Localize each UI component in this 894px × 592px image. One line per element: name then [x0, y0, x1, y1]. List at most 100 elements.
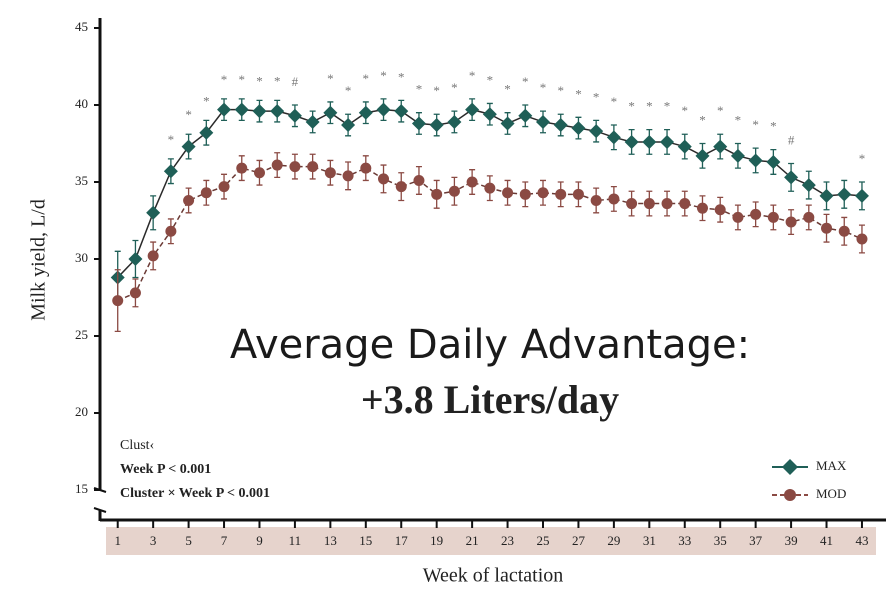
point	[519, 188, 531, 200]
point	[854, 188, 869, 203]
point	[466, 176, 478, 188]
x-tick-label: 33	[678, 533, 691, 548]
point	[217, 102, 232, 117]
point	[819, 188, 834, 203]
significance-mark: *	[416, 82, 423, 97]
point	[536, 114, 551, 129]
point	[624, 134, 639, 149]
point	[358, 105, 373, 120]
point	[677, 139, 692, 154]
point	[642, 134, 657, 149]
significance-mark: *	[522, 74, 529, 89]
y-tick-label: 25	[75, 327, 88, 342]
y-tick-label: 40	[75, 96, 88, 111]
y-tick-label: 15	[75, 481, 88, 496]
legend-label: MAX	[816, 458, 847, 473]
point	[590, 194, 602, 206]
x-tick-label: 39	[785, 533, 798, 548]
point	[626, 198, 638, 210]
point	[750, 208, 762, 220]
significance-mark: *	[540, 80, 547, 95]
note: Week P < 0.001	[120, 462, 211, 477]
point	[165, 225, 177, 237]
point	[413, 174, 425, 186]
significance-mark: *	[433, 83, 440, 98]
point	[713, 139, 728, 154]
significance-mark: *	[185, 107, 192, 122]
point	[234, 102, 249, 117]
point	[431, 188, 443, 200]
significance-mark: *	[504, 82, 511, 97]
significance-mark: *	[239, 72, 246, 87]
significance-mark: *	[398, 69, 405, 84]
x-tick-label: 29	[607, 533, 620, 548]
x-tick-label: 3	[150, 533, 157, 548]
point	[767, 211, 779, 223]
point	[395, 181, 407, 193]
significance-mark: *	[593, 89, 600, 104]
y-tick-label: 45	[75, 19, 88, 34]
point	[748, 153, 763, 168]
significance-mark: *	[735, 112, 742, 127]
point	[341, 118, 356, 133]
point	[218, 181, 230, 193]
point	[821, 222, 833, 234]
point	[252, 104, 267, 119]
point	[643, 198, 655, 210]
point	[502, 187, 514, 199]
point	[500, 116, 515, 131]
point	[183, 194, 195, 206]
point	[785, 216, 797, 228]
significance-mark: *	[274, 73, 281, 88]
x-tick-label: 25	[537, 533, 550, 548]
point	[696, 202, 708, 214]
point	[236, 162, 248, 174]
significance-mark: *	[699, 112, 706, 127]
point	[661, 198, 673, 210]
significance-mark: *	[327, 71, 334, 86]
point	[572, 188, 584, 200]
significance-mark: *	[469, 68, 476, 83]
significance-mark: *	[859, 151, 866, 166]
x-tick-label: 11	[289, 533, 302, 548]
significance-mark: *	[345, 83, 352, 98]
point	[660, 134, 675, 149]
x-tick-label: 13	[324, 533, 337, 548]
significance-mark: *	[682, 103, 689, 118]
x-tick-label: 35	[714, 533, 727, 548]
point	[289, 161, 301, 173]
point	[360, 162, 372, 174]
x-tick-label: 5	[185, 533, 192, 548]
point	[571, 121, 586, 136]
point	[856, 233, 868, 245]
subheadline: +3.8 Liters/day	[361, 377, 619, 422]
significance-mark: #	[788, 133, 795, 148]
x-axis-label: Week of lactation	[423, 565, 564, 587]
significance-mark: *	[752, 117, 759, 132]
point	[394, 104, 409, 119]
point	[147, 250, 159, 262]
point	[555, 188, 567, 200]
note: Clust‹	[120, 438, 154, 453]
point	[484, 182, 496, 194]
significance-mark: *	[168, 132, 175, 147]
x-tick-label: 21	[466, 533, 479, 548]
point	[732, 211, 744, 223]
significance-mark: *	[256, 73, 263, 88]
point	[537, 187, 549, 199]
legend-marker	[782, 459, 798, 475]
point	[323, 105, 338, 120]
y-tick-label: 35	[75, 173, 88, 188]
x-tick-label: 1	[114, 533, 121, 548]
point	[482, 107, 497, 122]
point	[766, 154, 781, 169]
point	[305, 114, 320, 129]
significance-mark: *	[203, 93, 210, 108]
point	[838, 225, 850, 237]
point	[376, 102, 391, 117]
point	[181, 139, 196, 154]
x-tick-label: 17	[395, 533, 409, 548]
point	[253, 167, 265, 179]
significance-mark: *	[717, 103, 724, 118]
